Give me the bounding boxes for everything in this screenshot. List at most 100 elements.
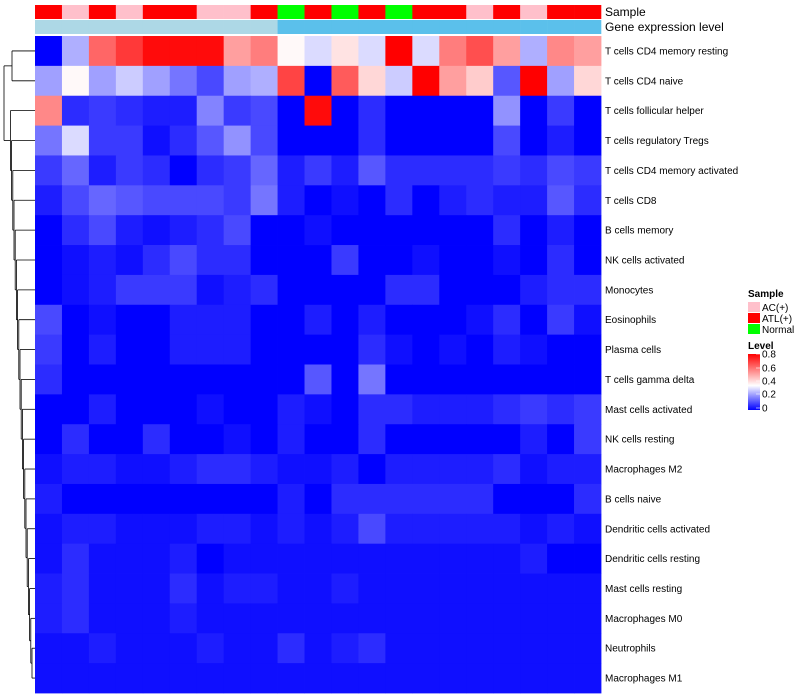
heatmap-cell xyxy=(385,394,413,425)
sample-annotation-cell xyxy=(304,5,332,19)
heatmap-cell xyxy=(547,513,575,545)
heatmap-cell xyxy=(250,543,278,574)
heatmap-cell xyxy=(196,125,225,156)
heatmap-cell xyxy=(115,304,144,336)
heatmap-cell xyxy=(35,633,63,664)
heatmap-cell xyxy=(88,245,117,276)
heatmap-cell xyxy=(439,364,467,395)
sample-annotation-cell xyxy=(493,5,521,19)
heatmap-cell xyxy=(35,334,63,365)
heatmap-cell xyxy=(574,454,602,485)
heatmap-cell xyxy=(169,215,198,246)
heatmap-cell xyxy=(250,424,278,455)
heatmap-cell xyxy=(169,155,198,186)
heatmap-cell xyxy=(196,573,225,604)
heatmap-cell xyxy=(520,394,548,425)
heatmap-cell xyxy=(385,304,413,336)
heatmap-cell xyxy=(35,125,63,156)
heatmap-cell xyxy=(115,663,144,694)
heatmap-cell xyxy=(35,573,63,604)
heatmap-cell xyxy=(250,334,278,365)
heatmap-cell xyxy=(61,125,90,156)
heatmap-cell xyxy=(304,454,332,485)
row-label: NK cells activated xyxy=(605,255,684,266)
sample-annotation-cell xyxy=(196,5,224,19)
legend-sample-label: ATL(+) xyxy=(762,314,792,325)
heatmap-cell xyxy=(331,603,359,634)
heatmap-cell xyxy=(88,155,117,186)
heatmap-cell xyxy=(88,274,117,306)
heatmap-cell xyxy=(169,65,198,97)
heatmap-cell xyxy=(142,573,171,604)
heatmap-cell xyxy=(88,185,117,216)
expression-annotation-cell xyxy=(169,20,198,34)
heatmap-cell xyxy=(385,36,413,67)
heatmap-cell xyxy=(412,274,440,306)
heatmap-cell xyxy=(493,304,521,336)
heatmap-cell xyxy=(412,304,440,336)
heatmap-cell xyxy=(169,424,198,455)
heatmap-cell xyxy=(412,663,440,694)
row-label: Plasma cells xyxy=(605,345,661,356)
heatmap-cell xyxy=(277,424,305,455)
row-label: T cells CD4 memory resting xyxy=(605,46,728,57)
heatmap-cell xyxy=(304,334,332,365)
heatmap-cell xyxy=(412,155,440,186)
heatmap-cell xyxy=(520,36,548,67)
row-label: Mast cells activated xyxy=(605,405,692,416)
heatmap-cell xyxy=(493,483,521,515)
heatmap-cell xyxy=(61,454,90,485)
sample-annotation-cell xyxy=(574,5,602,19)
heatmap-cell xyxy=(466,454,494,485)
heatmap-cell xyxy=(35,603,63,634)
heatmap-cell xyxy=(331,633,359,664)
legend-level-tick-label: 0 xyxy=(762,404,768,415)
heatmap-cell xyxy=(385,274,413,306)
heatmap-cell xyxy=(115,215,144,246)
heatmap-cell xyxy=(439,543,467,574)
heatmap-cell xyxy=(547,274,575,306)
heatmap-cells xyxy=(35,36,602,694)
heatmap-cell xyxy=(304,603,332,634)
heatmap-cell xyxy=(466,155,494,186)
expression-annotation-cell xyxy=(277,20,305,34)
heatmap-cell xyxy=(250,573,278,604)
heatmap-cell xyxy=(547,424,575,455)
row-label: Monocytes xyxy=(605,285,653,296)
heatmap-cell xyxy=(142,424,171,455)
heatmap-cell xyxy=(493,513,521,545)
heatmap-cell xyxy=(385,95,413,126)
heatmap-cell xyxy=(385,155,413,186)
heatmap-cell xyxy=(493,65,521,97)
heatmap-cell xyxy=(547,95,575,126)
heatmap-cell xyxy=(304,95,332,126)
heatmap-cell xyxy=(196,663,225,694)
expression-annotation-cell xyxy=(574,20,602,34)
heatmap-cell xyxy=(304,394,332,425)
heatmap-cell xyxy=(439,155,467,186)
heatmap-cell xyxy=(142,513,171,545)
heatmap-cell xyxy=(35,65,63,97)
heatmap-cell xyxy=(574,663,602,694)
heatmap-cell xyxy=(574,334,602,365)
heatmap-cell xyxy=(304,663,332,694)
heatmap-cell xyxy=(88,513,117,545)
heatmap-cell xyxy=(574,394,602,425)
row-label: Dendritic cells resting xyxy=(605,554,700,565)
heatmap-cell xyxy=(169,483,198,515)
sample-annotation-cell xyxy=(358,5,386,19)
heatmap-cell xyxy=(439,454,467,485)
heatmap-cell xyxy=(412,65,440,97)
heatmap-cell xyxy=(331,334,359,365)
heatmap-cell xyxy=(439,513,467,545)
heatmap-cell xyxy=(439,185,467,216)
heatmap-cell xyxy=(169,394,198,425)
heatmap-cell xyxy=(520,245,548,276)
heatmap-cell xyxy=(412,603,440,634)
heatmap-cell xyxy=(466,543,494,574)
heatmap-cell xyxy=(331,155,359,186)
heatmap-cell xyxy=(169,36,198,67)
heatmap-cell xyxy=(115,454,144,485)
heatmap-cell xyxy=(196,334,225,365)
heatmap-cell xyxy=(331,513,359,545)
